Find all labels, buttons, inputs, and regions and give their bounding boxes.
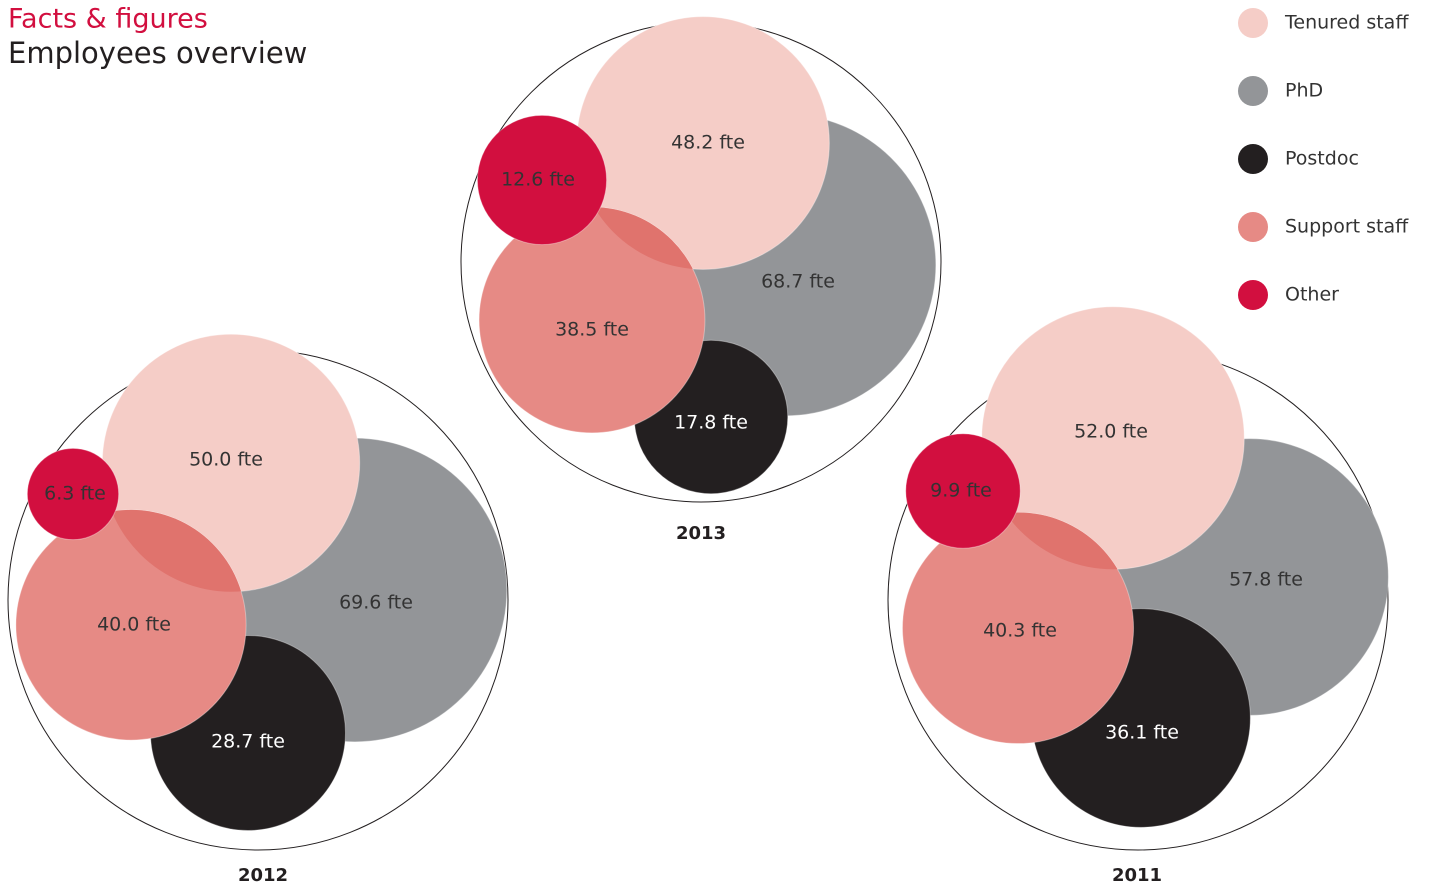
- legend-label: Other: [1285, 284, 1339, 306]
- chart-year: 2012: [238, 865, 288, 885]
- legend-swatch: [1238, 76, 1268, 106]
- legend-swatch: [1238, 8, 1268, 38]
- legend-swatch: [1238, 280, 1268, 310]
- bubble: [905, 433, 1021, 549]
- value-label: 68.7 fte: [761, 271, 835, 293]
- bubble: [26, 447, 120, 541]
- legend-label: Tenured staff: [1284, 12, 1409, 34]
- value-label: 6.3 fte: [44, 483, 106, 505]
- value-label: 17.8 fte: [674, 412, 748, 434]
- value-label: 48.2 fte: [671, 132, 745, 154]
- legend-label: Support staff: [1285, 216, 1409, 238]
- value-label: 9.9 fte: [930, 480, 992, 502]
- overlap: [102, 509, 247, 592]
- chart-year: 2011: [1112, 865, 1162, 885]
- value-label: 38.5 fte: [555, 319, 629, 341]
- value-label: 52.0 fte: [1074, 421, 1148, 443]
- value-label: 36.1 fte: [1105, 722, 1179, 744]
- legend-label: Postdoc: [1285, 148, 1359, 170]
- bubble: [476, 114, 608, 246]
- value-label: 40.0 fte: [97, 614, 171, 636]
- legend-swatch: [1238, 212, 1268, 242]
- value-label: 69.6 fte: [339, 592, 413, 614]
- legend-swatch: [1238, 144, 1268, 174]
- value-label: 50.0 fte: [189, 449, 263, 471]
- chart-year: 2013: [676, 523, 726, 544]
- value-label: 57.8 fte: [1229, 569, 1303, 591]
- value-label: 12.6 fte: [501, 169, 575, 191]
- page-title: Facts & figures: [8, 4, 208, 35]
- legend-label: PhD: [1285, 80, 1323, 102]
- value-label: 40.3 fte: [983, 620, 1057, 642]
- page-subtitle: Employees overview: [8, 36, 307, 70]
- value-label: 28.7 fte: [211, 731, 285, 753]
